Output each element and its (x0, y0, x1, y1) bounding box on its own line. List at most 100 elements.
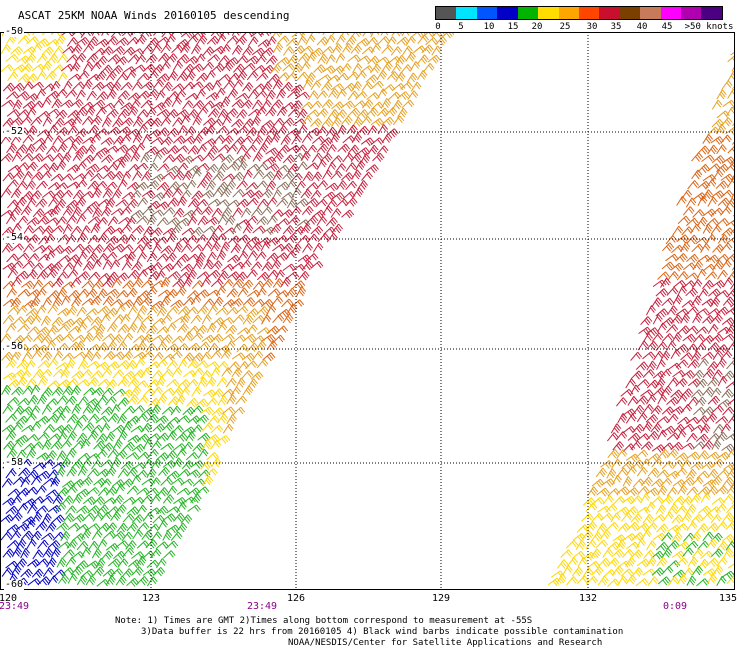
wind-barb (310, 260, 324, 269)
wind-barb (302, 242, 313, 253)
wind-barb (392, 83, 406, 91)
wind-barb (612, 534, 626, 543)
wind-barb (635, 395, 649, 405)
wind-barb (282, 263, 296, 271)
wind-barb (76, 322, 88, 333)
wind-barb (1, 567, 13, 577)
wind-barb (37, 539, 49, 550)
wind-barb (246, 269, 258, 279)
wind-barb (131, 514, 145, 524)
wind-barb (645, 305, 656, 316)
wind-barb (146, 413, 159, 423)
latitude-label: -56 (4, 341, 25, 352)
wind-barb (201, 171, 213, 182)
wind-barb (721, 570, 735, 580)
wind-barb (202, 389, 217, 398)
wind-barb (62, 135, 76, 144)
wind-barb (21, 63, 33, 73)
wind-barb (640, 441, 654, 451)
wind-barb (6, 397, 20, 406)
wind-barb (115, 449, 128, 460)
wind-barb (210, 439, 222, 450)
wind-barb (707, 433, 721, 442)
wind-barb (566, 576, 578, 586)
wind-barb (656, 523, 669, 533)
wind-barb (93, 477, 107, 487)
wind-barb (115, 37, 129, 47)
wind-barb (681, 423, 695, 432)
wind-barb (217, 74, 231, 82)
wind-barb (26, 448, 37, 459)
wind-barb (112, 314, 125, 324)
wind-barb (366, 107, 379, 117)
wind-barb (136, 555, 147, 567)
wind-barb (675, 378, 688, 388)
wind-barb (161, 81, 173, 92)
wind-barb (72, 151, 84, 162)
wind-barb (37, 163, 50, 172)
wind-barb (707, 196, 718, 207)
wind-barb (180, 478, 195, 486)
wind-barb (287, 108, 301, 117)
wind-barb (251, 99, 263, 110)
longitude-label: 126 (286, 593, 306, 604)
wind-barb (65, 556, 77, 567)
wind-barb (45, 450, 58, 460)
wind-barb (160, 61, 171, 72)
wind-barb (242, 333, 257, 343)
wind-barb (292, 62, 303, 73)
wind-barb (76, 540, 89, 551)
wind-barb (192, 115, 203, 126)
wind-barb (185, 431, 196, 442)
wind-barb (381, 61, 393, 72)
wind-barb (676, 429, 687, 440)
wind-barb (336, 88, 347, 99)
wind-barb (15, 434, 29, 444)
wind-barb (237, 251, 249, 261)
wind-barb (691, 295, 702, 306)
wind-barb (162, 513, 176, 523)
wind-barb (722, 476, 735, 487)
wind-barb (726, 288, 735, 298)
wind-barb (167, 271, 181, 280)
wind-barb (716, 89, 727, 100)
wind-barb (131, 443, 145, 453)
wind-barb (396, 36, 410, 46)
wind-barb (120, 299, 134, 309)
wind-barb (187, 198, 200, 208)
wind-barb (80, 369, 93, 379)
wind-barb (32, 42, 43, 53)
wind-barb (61, 480, 76, 490)
wind-barb (147, 162, 159, 173)
wind-barb (322, 65, 336, 74)
wind-barb (240, 99, 253, 109)
wind-barb (196, 34, 208, 45)
wind-barb (297, 35, 307, 46)
wind-barb (91, 403, 102, 414)
wind-barb (157, 289, 172, 297)
wind-barb (2, 497, 16, 507)
wind-barb (727, 88, 735, 99)
wind-barb (115, 575, 127, 586)
wind-barb (60, 530, 71, 542)
wind-barb (686, 253, 699, 263)
wind-barb (300, 150, 311, 162)
wind-barb (715, 358, 727, 368)
wind-barb (616, 539, 627, 550)
wind-barb (695, 433, 709, 443)
wind-barb (712, 169, 724, 180)
wind-barb (75, 340, 86, 351)
wind-barb (85, 105, 96, 116)
wind-barb (26, 269, 38, 280)
wind-barb (117, 397, 130, 407)
wind-barb (67, 341, 81, 351)
wind-barb (305, 253, 319, 262)
wind-barb (105, 307, 118, 317)
wind-barb (1, 478, 13, 488)
wind-barb (177, 162, 189, 173)
wind-barb (90, 295, 102, 306)
wind-barb (156, 217, 169, 227)
wind-barb (120, 206, 132, 216)
wind-barb (65, 485, 78, 495)
wind-barb (591, 566, 604, 576)
